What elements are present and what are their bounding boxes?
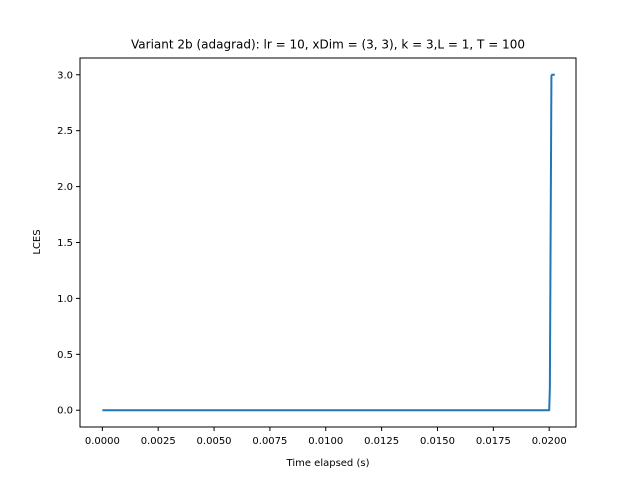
y-tick-label: 1.5 — [57, 238, 73, 249]
x-tick-label: 0.0175 — [476, 436, 511, 447]
x-tick-label: 0.0150 — [420, 436, 455, 447]
y-tick-label: 0.0 — [57, 406, 73, 417]
axes: 0.0000 0.0025 0.0050 0.0075 0.0100 0.0125 0.01… — [57, 57, 577, 447]
x-tick-label: 0.0000 — [85, 436, 120, 447]
series-line-0 — [102, 73, 555, 412]
y-tick-label: 1.0 — [57, 294, 73, 305]
y-tick-label: 2.0 — [57, 182, 73, 193]
x-tick-label: 0.0050 — [197, 436, 232, 447]
chart-title: Variant 2b (adagrad): lr = 10, xDim = (3… — [131, 38, 525, 52]
x-tick-label: 0.0125 — [364, 436, 399, 447]
x-tick-label: 0.0075 — [252, 436, 287, 447]
x-tick-label: 0.0025 — [141, 436, 176, 447]
x-tick-label: 0.0100 — [308, 436, 343, 447]
x-axis-label: Time elapsed (s) — [286, 458, 370, 469]
x-tick-label: 0.0200 — [532, 436, 567, 447]
y-tick-label: 3.0 — [57, 70, 73, 81]
y-axis-label: LCES — [32, 229, 43, 254]
y-tick-label: 2.5 — [57, 126, 73, 137]
y-tick-label: 0.5 — [57, 350, 73, 361]
plot-area — [102, 73, 555, 412]
